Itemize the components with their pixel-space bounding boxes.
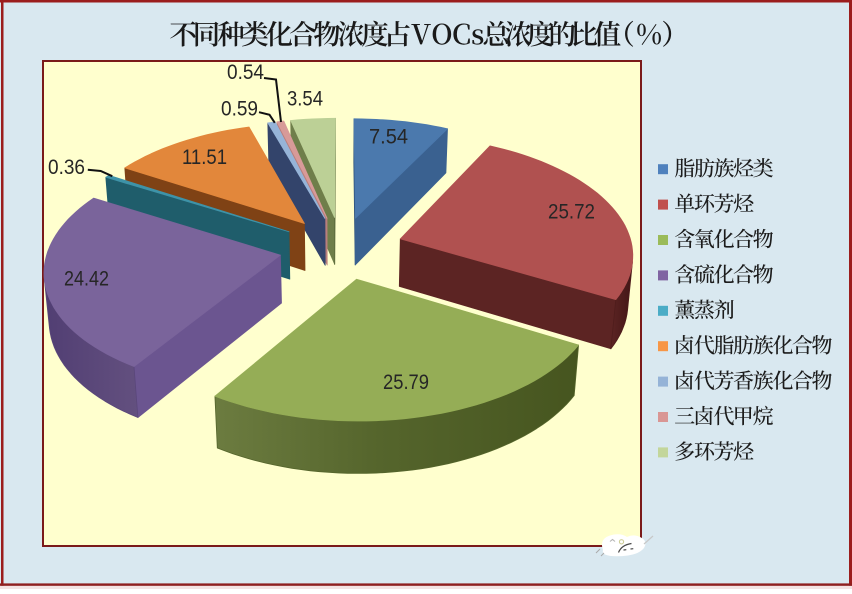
svg-text:0.59: 0.59 [221, 98, 258, 121]
svg-text:0.54: 0.54 [227, 61, 264, 84]
svg-text:11.51: 11.51 [182, 146, 227, 169]
svg-text:24.42: 24.42 [64, 268, 109, 291]
svg-text:7.54: 7.54 [369, 126, 408, 149]
svg-text:25.79: 25.79 [383, 371, 429, 394]
svg-text:25.72: 25.72 [548, 201, 595, 224]
svg-text:3.54: 3.54 [287, 88, 323, 111]
svg-text:0.36: 0.36 [48, 156, 85, 179]
